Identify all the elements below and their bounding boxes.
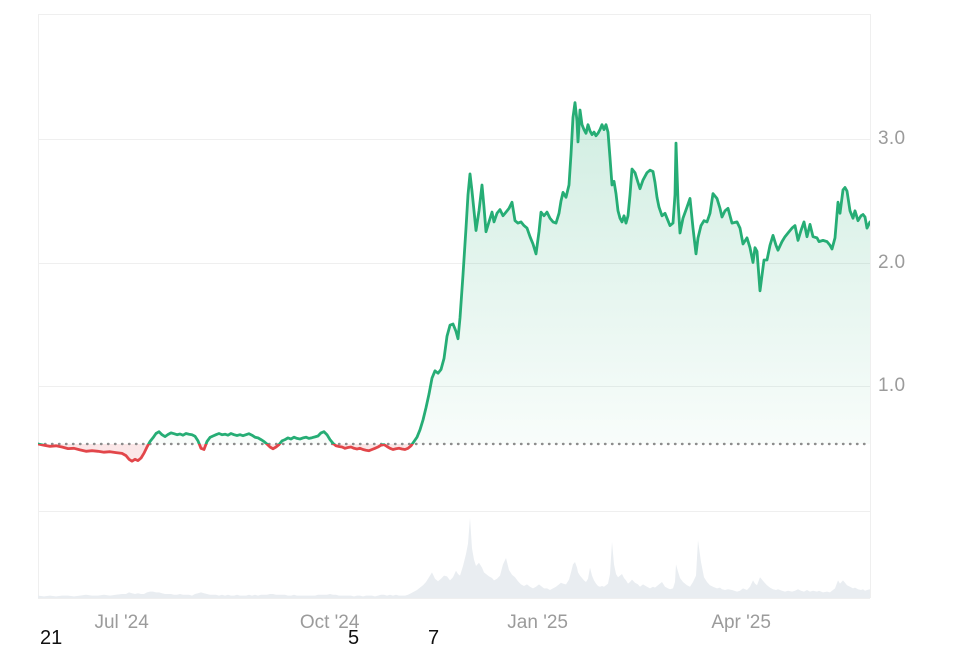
overlay-number: 7: [428, 627, 440, 649]
overlay-number: 21: [40, 627, 63, 649]
y-axis-tick-label: 3.0: [878, 128, 906, 150]
price-plot-area[interactable]: [38, 14, 870, 598]
plot-border-bottom: [38, 598, 870, 599]
x-axis-tick-label: Jul '24: [94, 612, 149, 633]
price-line-up: [38, 101, 870, 444]
y-axis-tick-label: 1.0: [878, 374, 906, 396]
volume-area: [38, 518, 870, 598]
x-axis-tick-label: Apr '25: [711, 612, 771, 633]
price-area-down: [38, 443, 870, 462]
plot-border-right: [870, 14, 871, 598]
x-axis-tick-label: Oct '24: [299, 612, 360, 633]
price-area-up: [148, 102, 870, 444]
overlay-number: 5: [348, 627, 360, 649]
y-axis-tick-label: 2.0: [878, 251, 906, 273]
x-axis-tick-label: Jan '25: [507, 612, 568, 633]
